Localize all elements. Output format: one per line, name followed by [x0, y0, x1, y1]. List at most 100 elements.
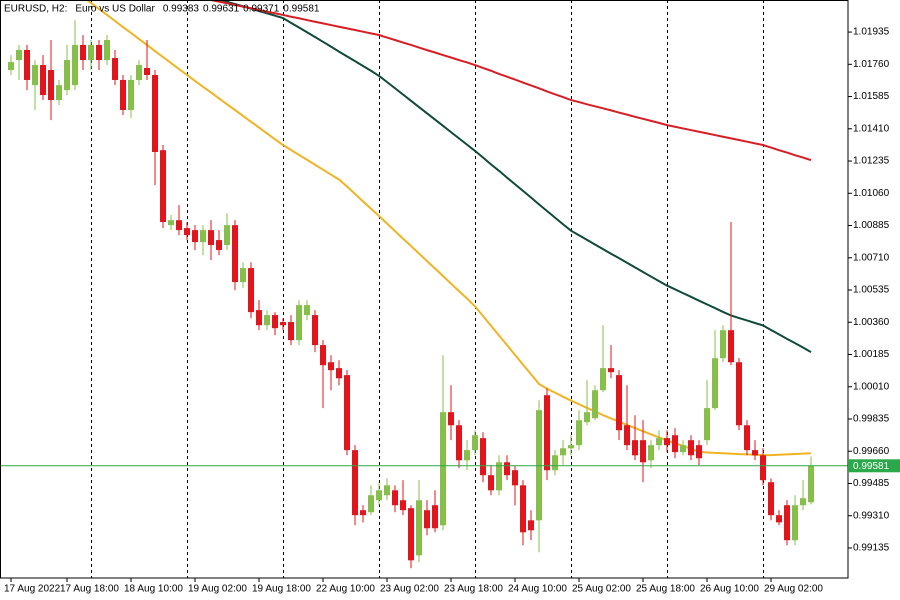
- x-tick-label: 18 Aug 10:00: [124, 584, 183, 595]
- candle-body: [448, 412, 454, 426]
- header-close: 0.99581: [283, 4, 320, 15]
- candle-body: [192, 230, 198, 243]
- price-label: 0.99581: [853, 461, 890, 472]
- candle-body: [728, 330, 734, 363]
- candle-body: [704, 408, 710, 441]
- candle-body: [504, 462, 510, 476]
- candle-body: [616, 375, 622, 431]
- x-tick-label: 19 Aug 18:00: [252, 584, 311, 595]
- candle-body: [384, 485, 390, 496]
- y-tick-label: 1.01585: [853, 91, 890, 102]
- candle-body: [600, 368, 606, 391]
- candle-body: [632, 440, 638, 456]
- y-tick-label: 1.01760: [853, 59, 890, 70]
- price-label-box: [848, 459, 900, 473]
- candle-body: [256, 310, 262, 326]
- y-tick-label: 1.00710: [853, 252, 890, 263]
- y-tick-label: 0.99485: [853, 478, 890, 489]
- candle-body: [208, 230, 214, 246]
- candle-body: [648, 445, 654, 461]
- candle-body: [224, 225, 230, 246]
- candle-body: [168, 220, 174, 226]
- candle-body: [800, 498, 806, 506]
- candle-body: [304, 305, 310, 316]
- candle-body: [472, 435, 478, 451]
- x-tick-label: 23 Aug 02:00: [380, 584, 439, 595]
- y-tick-label: 1.00535: [853, 285, 890, 296]
- candle-body: [576, 420, 582, 446]
- candle-body: [752, 450, 758, 456]
- x-tick-label: 23 Aug 18:00: [444, 584, 503, 595]
- candle-body: [688, 440, 694, 456]
- candle-body: [152, 74, 158, 153]
- candle-body: [712, 358, 718, 409]
- candle-body: [112, 58, 118, 80]
- candle-body: [392, 490, 398, 506]
- candle-body: [24, 49, 30, 80]
- y-tick-label: 0.99660: [853, 446, 890, 457]
- header-high: 0.99631: [203, 4, 240, 15]
- candle-body: [368, 495, 374, 513]
- moving-average-line: [206, 0, 812, 162]
- candle-body: [592, 390, 598, 419]
- candle-body: [440, 412, 446, 526]
- candle-body: [680, 445, 686, 453]
- candle-body: [16, 49, 22, 61]
- candle-body: [216, 240, 222, 251]
- candle-body: [48, 70, 54, 101]
- candle-body: [232, 225, 238, 283]
- candle-body: [720, 330, 726, 359]
- moving-average-line: [217, 0, 812, 353]
- candle-body: [328, 362, 334, 371]
- x-tick-label: 29 Aug 02:00: [764, 584, 823, 595]
- candle-body: [792, 505, 798, 541]
- y-tick-label: 1.00885: [853, 220, 890, 231]
- candle-body: [248, 268, 254, 313]
- x-tick-label: 25 Aug 18:00: [636, 584, 695, 595]
- candle-body: [80, 44, 86, 61]
- y-tick-label: 1.00010: [853, 381, 890, 392]
- candle-body: [264, 315, 270, 326]
- candle-body: [144, 67, 150, 75]
- x-tick-label: 22 Aug 10:00: [316, 584, 375, 595]
- candle-body: [608, 368, 614, 373]
- x-tick-label: 17 Aug 18:00: [60, 584, 119, 595]
- candle-body: [120, 79, 126, 110]
- candle-body: [736, 362, 742, 426]
- header-open: 0.99383: [163, 4, 200, 15]
- candle-body: [696, 445, 702, 459]
- candle-body: [432, 505, 438, 529]
- candle-body: [744, 425, 750, 451]
- candle-body: [624, 425, 630, 446]
- candle-body: [56, 85, 62, 101]
- candle-body: [352, 450, 358, 516]
- candle-body: [488, 475, 494, 491]
- plot-area: [0, 0, 848, 569]
- candle-body: [560, 448, 566, 456]
- candle-body: [528, 520, 534, 531]
- candle-body: [272, 315, 278, 329]
- candle-body: [768, 482, 774, 516]
- candle-body: [288, 322, 294, 341]
- candle-body: [240, 268, 246, 283]
- y-tick-label: 1.01060: [853, 188, 890, 199]
- candle-body: [128, 79, 134, 110]
- candle-body: [336, 368, 342, 379]
- candle-body: [480, 438, 486, 476]
- y-tick-label: 0.99135: [853, 543, 890, 554]
- candle-body: [72, 44, 78, 86]
- candle-body: [8, 62, 14, 71]
- y-tick-label: 1.01235: [853, 156, 890, 167]
- candle-body: [160, 150, 166, 223]
- candle-body: [280, 322, 286, 326]
- period-separators: [91, 0, 764, 578]
- candle-body: [64, 60, 70, 91]
- header-low: 0.99371: [243, 4, 280, 15]
- candle-body: [568, 445, 574, 449]
- x-tick-label: 19 Aug 02:00: [188, 584, 247, 595]
- candle-body: [360, 510, 366, 516]
- y-tick-label: 0.99835: [853, 414, 890, 425]
